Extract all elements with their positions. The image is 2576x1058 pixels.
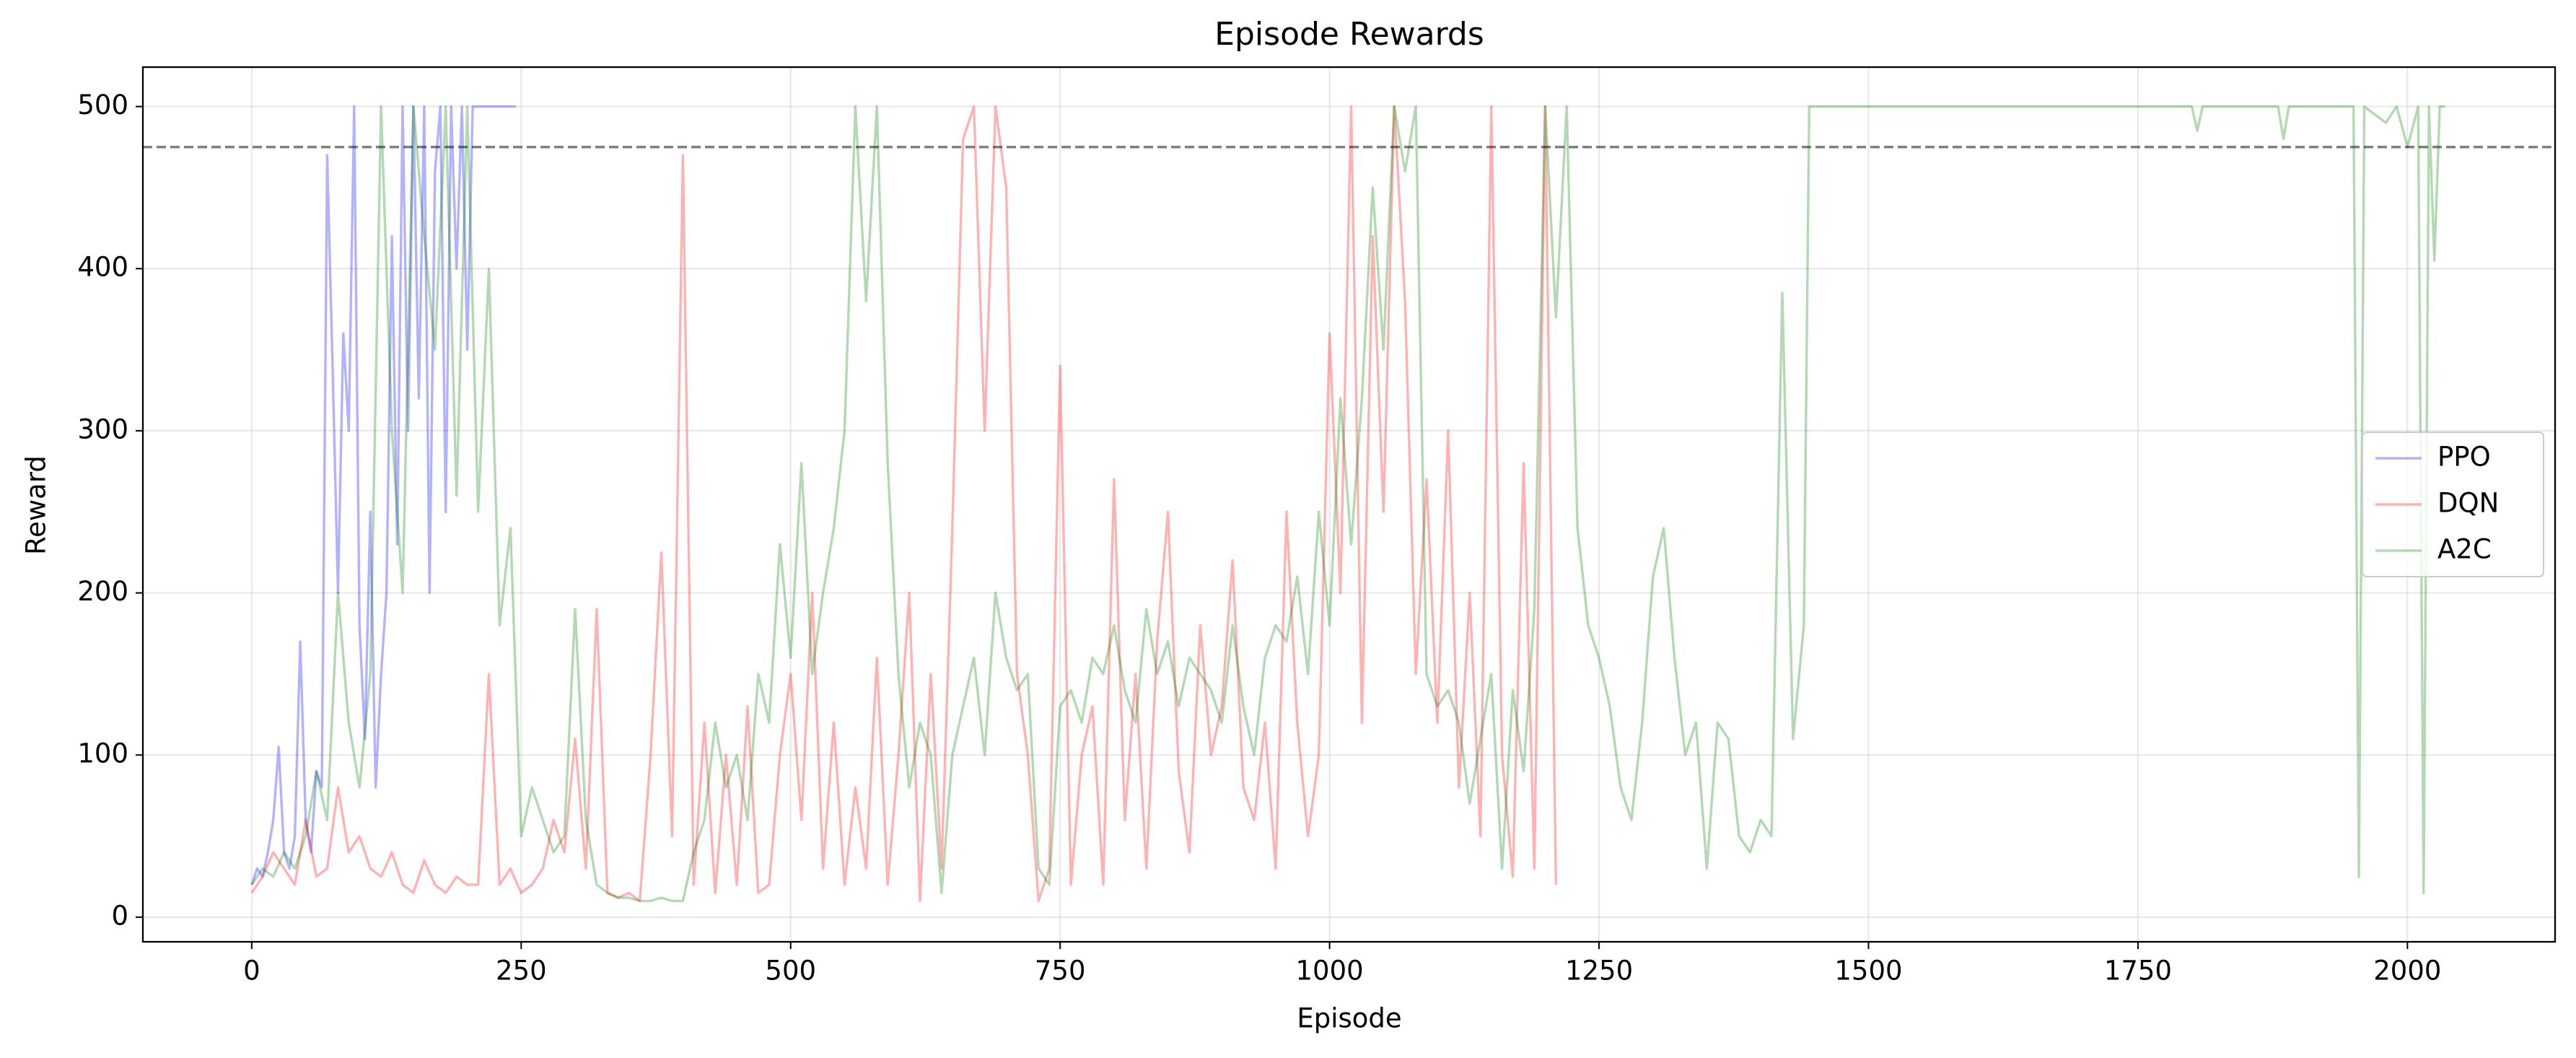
x-tick-label: 1000 <box>1296 956 1364 987</box>
plot-frame <box>141 66 2557 943</box>
y-tick-label: 0 <box>111 900 128 931</box>
x-axis-label: Episode <box>1297 1003 1401 1034</box>
chart-title: Episode Rewards <box>1214 16 1484 53</box>
x-tick-label: 1250 <box>1565 956 1633 987</box>
legend-label: A2C <box>2437 534 2492 565</box>
series-line <box>250 105 2445 903</box>
y-axis-label: Reward <box>21 455 52 555</box>
x-tick-label: 0 <box>243 956 260 987</box>
y-tick-label: 300 <box>77 414 128 445</box>
series-line <box>250 105 1557 903</box>
legend-label: PPO <box>2437 442 2491 473</box>
x-tick-label: 750 <box>1035 956 1086 987</box>
y-tick-label: 200 <box>77 576 128 607</box>
x-tick-label: 1750 <box>2104 956 2172 987</box>
x-tick-label: 1500 <box>1834 956 1902 987</box>
x-tick-label: 250 <box>496 956 547 987</box>
x-tick-label: 500 <box>765 956 816 987</box>
series-line <box>250 105 516 886</box>
y-tick-label: 500 <box>77 89 128 121</box>
legend-box <box>2362 432 2544 577</box>
x-tick-label: 2000 <box>2373 956 2441 987</box>
legend-label: DQN <box>2437 488 2499 519</box>
y-tick-label: 400 <box>77 252 128 283</box>
y-tick-label: 100 <box>77 738 128 769</box>
